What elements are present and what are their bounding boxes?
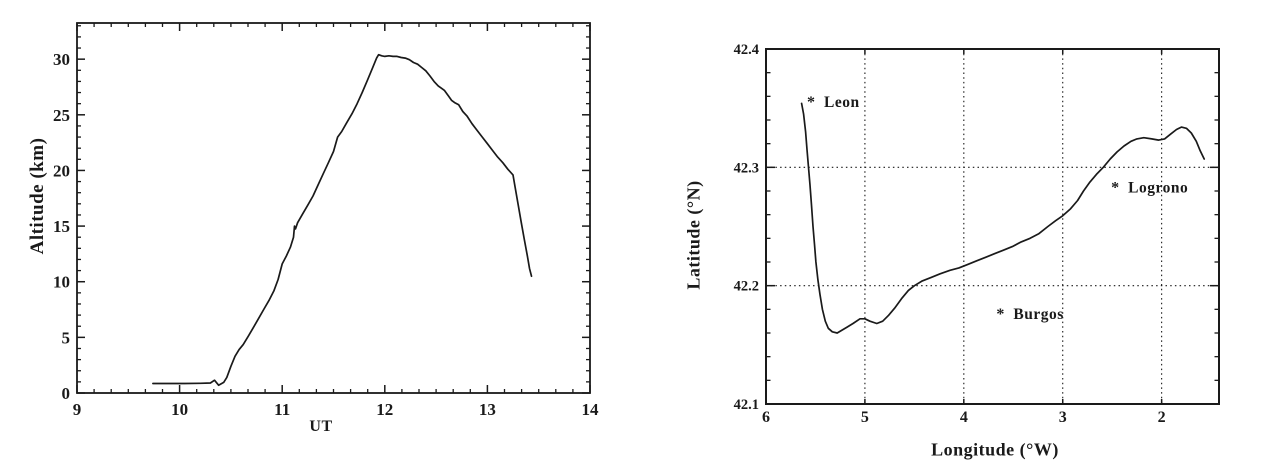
trajectory-map-chart: 6 5 4 3 2 42.1 42.2 42.3 42.4 * Leon * Burgos * Logron…: [631, 0, 1263, 473]
x-axis-tick-label: 9: [73, 400, 82, 419]
data-line: [800, 102, 1206, 334]
city-label: Burgos: [1013, 306, 1063, 323]
y-axis-tick-label: 42.3: [734, 160, 759, 176]
x-axis-tick-label: 10: [171, 400, 188, 419]
city-label: Leon: [824, 94, 860, 111]
x-axis-tick-label: 4: [960, 409, 968, 426]
y-axis-tick-label: 10: [53, 273, 70, 292]
x-axis-tick-label: 11: [274, 400, 290, 419]
y-axis-tick-label: 20: [53, 161, 70, 180]
x-axis-tick-label: 6: [762, 409, 770, 426]
trajectory-y-axis-title: Latitude (°N): [683, 180, 704, 290]
x-axis-tick-label: 3: [1059, 409, 1067, 426]
city-marker-asterisk: *: [996, 306, 1004, 323]
trajectory-plot-area: 6 5 4 3 2 42.1 42.2 42.3 42.4 * Leon * Burgos * Logron…: [734, 42, 1220, 426]
x-axis-tick-label: 2: [1158, 409, 1166, 426]
y-axis-tick-label: 25: [53, 106, 70, 125]
city-label: Logrono: [1128, 179, 1188, 196]
y-axis-tick-label: 42.4: [734, 42, 759, 58]
city-marker-asterisk: *: [807, 94, 815, 111]
city-marker-asterisk: *: [1111, 179, 1119, 196]
data-line: [152, 53, 533, 387]
x-axis-tick-label: 14: [582, 400, 600, 419]
y-axis-tick-label: 42.1: [734, 397, 759, 413]
altitude-y-axis-title: Altitude (km): [27, 137, 48, 255]
y-axis-tick-label: 5: [62, 328, 71, 347]
altitude-time-chart: 9 10 11 12 13 14 0 5 10 15 20 25 30 Altitude (km) UT: [0, 0, 631, 473]
x-axis-tick-label: 13: [479, 400, 496, 419]
plot-frame: [76, 22, 591, 394]
altitude-x-axis-title: UT: [309, 418, 333, 435]
plot-frame: [765, 48, 1220, 405]
y-axis-tick-label: 0: [62, 384, 71, 403]
y-axis-tick-label: 15: [53, 217, 70, 236]
x-axis-tick-label: 12: [376, 400, 393, 419]
y-axis-tick-label: 30: [53, 50, 70, 69]
trajectory-x-axis-title: Longitude (°W): [931, 439, 1059, 460]
altitude-plot-area: 9 10 11 12 13 14 0 5 10 15 20 25 30: [53, 22, 600, 419]
y-axis-tick-label: 42.2: [734, 279, 759, 295]
x-axis-tick-label: 5: [861, 409, 869, 426]
